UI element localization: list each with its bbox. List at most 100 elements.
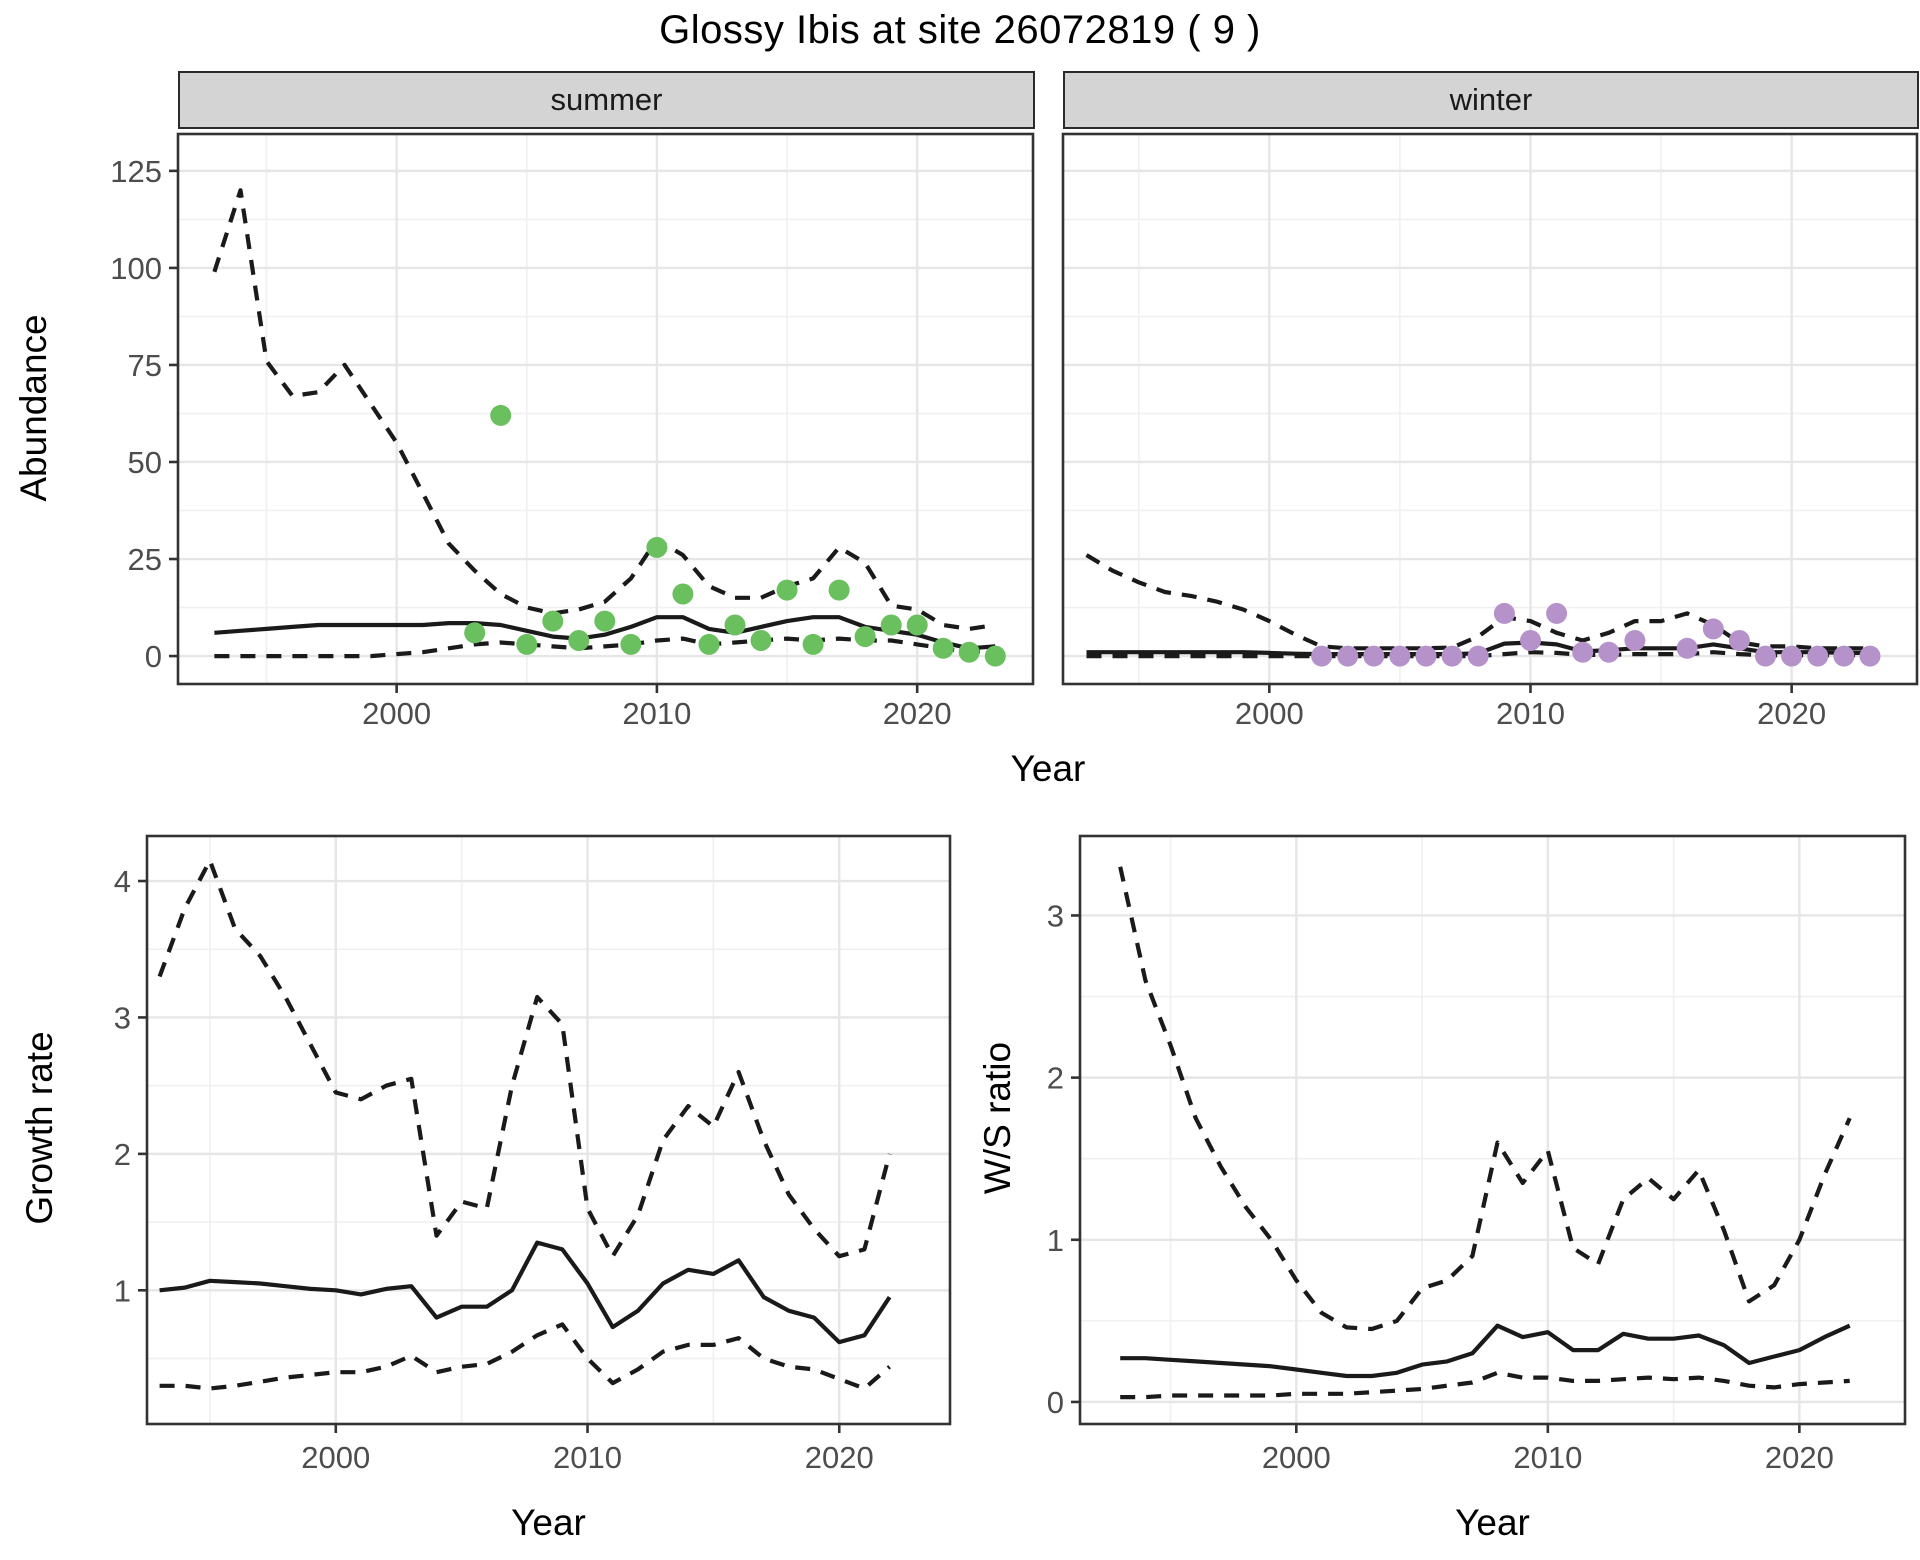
abundance_winter-observed-point	[1389, 645, 1411, 667]
abundance_summer-observed-point	[594, 610, 616, 632]
y-tick-label: 3	[114, 1000, 131, 1035]
x-tick-label: 2020	[1757, 696, 1826, 731]
abundance_summer-observed-point	[568, 630, 590, 651]
abundance_summer-observed-point	[698, 633, 720, 655]
ws_ratio-median-line	[1120, 1323, 1851, 1379]
abundance_summer-observed-point	[880, 614, 902, 636]
ws_ratio-svg: 2000 2010 2020 0 1 2 3	[1047, 834, 1907, 1475]
panel-background	[1063, 134, 1917, 684]
abundance_summer-observed-point	[906, 614, 928, 636]
abundance_summer-observed-point	[516, 633, 538, 655]
y-tick-label: 0	[145, 639, 162, 674]
abundance_summer-observed-point	[776, 579, 798, 601]
x-tick-label: 2000	[1235, 696, 1304, 731]
x-tick-label: 2010	[622, 696, 691, 731]
panel-border	[145, 834, 952, 1426]
x-tick-label: 2020	[1765, 1440, 1834, 1475]
facet-strip-summer-label: summer	[550, 82, 663, 117]
abundance_winter-observed-point	[1702, 618, 1724, 640]
ws_ratio-upper_95ci-line	[1118, 866, 1852, 1332]
y-tick-label: 1	[114, 1273, 131, 1308]
facet-strip-winter: winter	[1063, 71, 1919, 129]
panel-border	[176, 132, 1035, 686]
y-tick-label: 2	[114, 1137, 131, 1172]
abundance_summer-observed-point	[802, 633, 824, 655]
abundance_summer-observed-point	[932, 637, 954, 659]
abundance_winter-observed-point	[1363, 645, 1385, 667]
growth_rate-svg: 2000 2010 2020 1 2 3 4	[114, 834, 952, 1475]
ws_ratio-lower_95ci-line	[1120, 1370, 1850, 1400]
abundance_summer-observed-point	[854, 626, 876, 648]
abundance_winter-observed-point	[1415, 645, 1437, 667]
x-tick-label: 2010	[1496, 696, 1565, 731]
panel-border	[1078, 834, 1907, 1426]
abundance_summer-observed-point	[750, 630, 772, 651]
abundance_winter-observed-point	[1337, 645, 1359, 667]
y-tick-label: 75	[128, 348, 162, 383]
abundance_winter-observed-point	[1859, 645, 1881, 667]
y-axis-title-abundance: Abundance	[13, 314, 54, 502]
panel-background	[147, 836, 950, 1424]
abundance_winter-observed-point	[1728, 630, 1750, 651]
abundance_winter-observed-point	[1624, 630, 1646, 651]
abundance_summer-observed-point	[984, 645, 1006, 667]
abundance_winter-observed-point	[1781, 645, 1803, 667]
abundance_winter-observed-point	[1833, 645, 1855, 667]
y-tick-label: 50	[128, 445, 162, 480]
abundance_winter-observed-point	[1311, 645, 1333, 667]
abundance_summer-observed-point	[490, 404, 512, 426]
x-axis-title-top: Year	[1010, 748, 1086, 789]
abundance_summer-svg: 2000 2010 2020 0 25 50 75 100 125	[110, 132, 1035, 731]
abundance_winter-observed-point	[1493, 602, 1515, 624]
panel-border	[1061, 132, 1919, 686]
y-tick-label: 4	[114, 864, 131, 899]
abundance_winter-observed-point	[1520, 630, 1541, 651]
abundance_winter-observed-point	[1598, 641, 1620, 663]
y-tick-label: 125	[110, 154, 162, 189]
x-tick-label: 2000	[301, 1440, 370, 1475]
abundance_summer-observed-point	[724, 614, 746, 636]
x-axis-title-ws: Year	[1455, 1502, 1530, 1543]
x-axis-title-growth: Year	[511, 1502, 586, 1543]
abundance_winter-observed-point	[1755, 645, 1776, 667]
growth_rate-upper_95ci-line	[157, 858, 892, 1259]
abundance_summer-observed-point	[672, 583, 694, 605]
abundance_winter-observed-point	[1676, 637, 1698, 659]
abundance-summer-chart: 2000 2010 2020 0 25 50 75 100 125	[85, 132, 1035, 747]
abundance_summer-observed-point	[464, 622, 486, 644]
x-tick-label: 2020	[805, 1440, 874, 1475]
abundance_winter-observed-point	[1467, 645, 1489, 667]
plot-title: Glossy Ibis at site 26072819 ( 9 )	[659, 8, 1261, 52]
abundance_summer-observed-point	[620, 633, 642, 655]
y-tick-label: 2	[1047, 1061, 1064, 1096]
x-tick-label: 2020	[883, 696, 952, 731]
ws-ratio-chart: 2000 2010 2020 0 1 2 3	[985, 828, 1920, 1500]
y-tick-label: 0	[1047, 1385, 1064, 1420]
abundance_winter-observed-point	[1807, 645, 1829, 667]
abundance_winter-upper_95ci-line	[1085, 553, 1870, 651]
abundance_winter-observed-point	[1572, 641, 1594, 663]
panel-background	[1080, 836, 1905, 1424]
facet-strip-summer: summer	[178, 71, 1035, 129]
abundance_winter-observed-point	[1546, 602, 1568, 624]
x-tick-label: 2010	[1513, 1440, 1582, 1475]
abundance_summer-observed-point	[958, 641, 980, 663]
growth-rate-chart: 2000 2010 2020 1 2 3 4	[80, 828, 970, 1500]
x-tick-label: 2000	[362, 696, 431, 731]
abundance_winter-observed-point	[1441, 645, 1463, 667]
abundance_summer-observed-point	[828, 579, 850, 601]
abundance_winter-svg: 2000 2010 2020	[1061, 132, 1919, 731]
abundance_summer-upper_95ci-line	[212, 188, 996, 631]
panel-background	[178, 134, 1033, 684]
abundance-winter-chart: 2000 2010 2020	[1045, 132, 1920, 747]
x-tick-label: 2000	[1262, 1440, 1331, 1475]
abundance_summer-observed-point	[542, 610, 564, 632]
x-tick-label: 2010	[553, 1440, 622, 1475]
growth_rate-median-line	[159, 1240, 892, 1345]
y-tick-label: 25	[128, 542, 162, 577]
facet-strip-winter-label: winter	[1449, 82, 1533, 117]
abundance_summer-observed-point	[646, 536, 668, 558]
y-tick-label: 100	[110, 251, 162, 286]
y-axis-title-growth-rate: Growth rate	[19, 1031, 60, 1225]
